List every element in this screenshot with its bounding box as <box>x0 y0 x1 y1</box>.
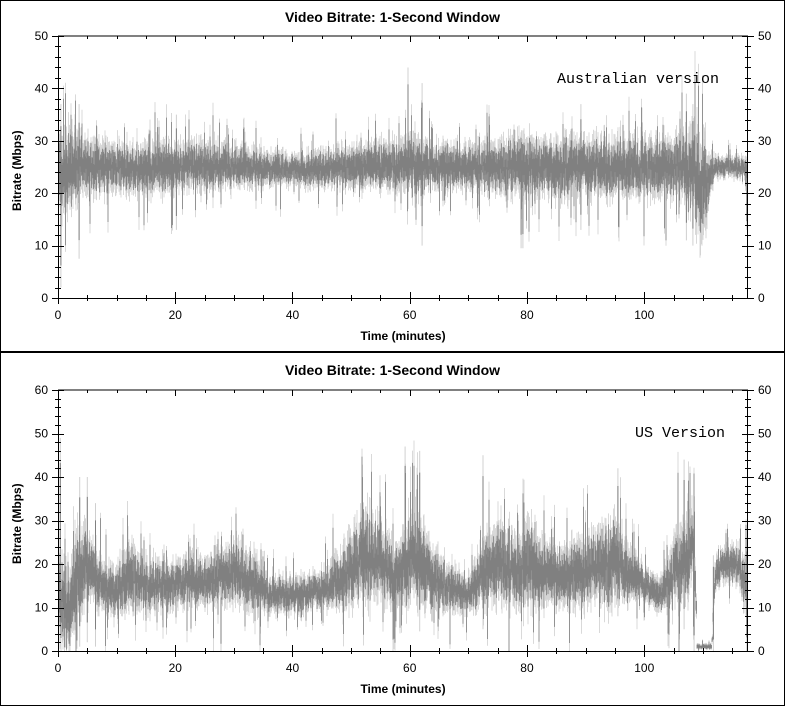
chart-panel-us: 0 20 40 60 80 100 0 0 10 10 20 20 30 30 40 40 50 50 60 60 V… <box>0 353 785 706</box>
y-tick-label-right: 20 <box>758 186 772 200</box>
x-tick-label: 60 <box>403 308 417 322</box>
y-tick-label-right: 40 <box>758 81 772 95</box>
x-tick-label: 20 <box>169 308 183 322</box>
y-tick-label-left: 20 <box>35 186 49 200</box>
y-tick-label-left: 30 <box>35 134 49 148</box>
y-tick-label-left: 50 <box>35 29 49 43</box>
y-tick-label-right: 20 <box>758 557 772 571</box>
panel-divider <box>0 351 785 353</box>
y-tick-label-right: 0 <box>758 291 765 305</box>
x-tick-label: 0 <box>55 308 62 322</box>
bitrate-series <box>58 74 748 266</box>
x-tick-label: 40 <box>286 308 300 322</box>
y-axis-label: Bitrate (Mbps) <box>10 130 24 211</box>
chart-title: Video Bitrate: 1-Second Window <box>284 362 501 378</box>
y-tick-label-right: 30 <box>758 134 772 148</box>
x-tick-label: 100 <box>634 661 654 675</box>
x-tick-label: 40 <box>286 661 300 675</box>
series-annotation: US Version <box>635 425 726 442</box>
y-tick-label-right: 0 <box>758 644 765 658</box>
y-tick-label-left: 40 <box>35 470 49 484</box>
y-tick-label-right: 40 <box>758 470 772 484</box>
bitrate-series <box>58 456 748 651</box>
y-tick-label-right: 30 <box>758 514 772 528</box>
y-tick-label-left: 10 <box>35 601 49 615</box>
y-tick-label-right: 60 <box>758 383 772 397</box>
y-tick-label-left: 60 <box>35 383 49 397</box>
axes <box>52 389 754 657</box>
y-tick-label-right: 50 <box>758 427 772 441</box>
x-tick-label: 60 <box>403 661 417 675</box>
x-tick-label: 80 <box>520 661 534 675</box>
y-tick-label-right: 50 <box>758 29 772 43</box>
x-tick-label: 100 <box>634 308 654 322</box>
y-tick-label-left: 20 <box>35 557 49 571</box>
y-axis-label: Bitrate (Mbps) <box>10 483 24 564</box>
y-tick-label-left: 30 <box>35 514 49 528</box>
x-tick-label: 0 <box>55 661 62 675</box>
y-tick-label-right: 10 <box>758 239 772 253</box>
y-tick-label-left: 50 <box>35 427 49 441</box>
chart-panel-australian: 0 20 40 60 80 100 0 0 10 10 20 20 30 30 40 40 50 50 Video… <box>0 0 785 351</box>
y-tick-label-left: 0 <box>41 644 48 658</box>
x-tick-label: 80 <box>520 308 534 322</box>
chart-title: Video Bitrate: 1-Second Window <box>284 9 501 25</box>
y-tick-label-left: 10 <box>35 239 49 253</box>
y-tick-label-left: 40 <box>35 81 49 95</box>
axes <box>52 35 754 304</box>
x-axis-label: Time (minutes) <box>360 682 446 696</box>
y-tick-label-right: 10 <box>758 601 772 615</box>
x-tick-label: 20 <box>169 661 183 675</box>
y-tick-label-left: 0 <box>41 291 48 305</box>
x-axis-label: Time (minutes) <box>360 329 446 343</box>
series-annotation: Australian version <box>557 71 720 88</box>
